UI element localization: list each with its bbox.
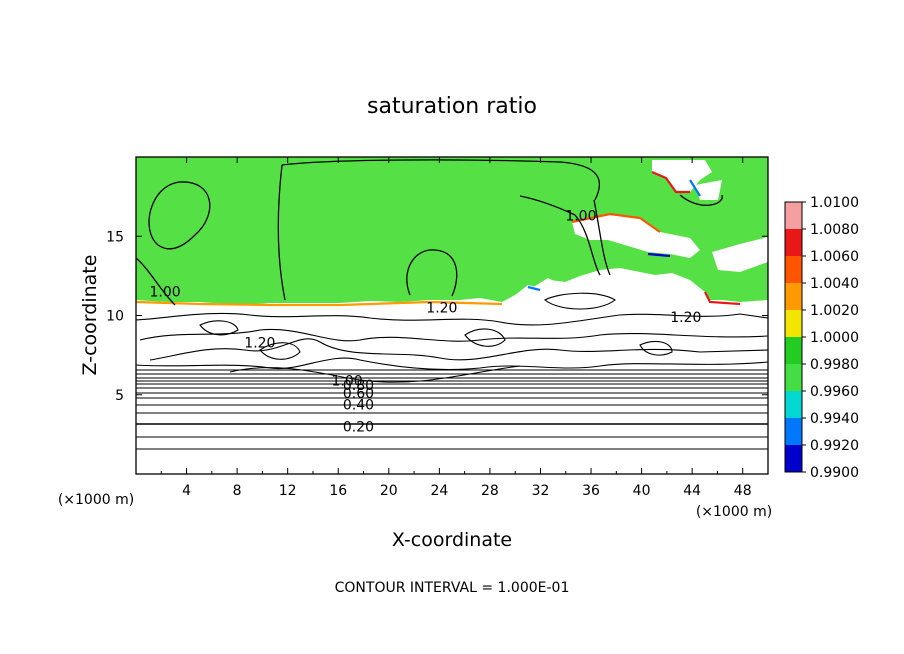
colorbar-swatch: [785, 445, 802, 472]
y-tick-label: 15: [106, 229, 124, 245]
contour-label: 1.20: [244, 335, 275, 351]
x-tick-label: 4: [182, 483, 191, 499]
colorbar-swatch: [785, 202, 802, 229]
contour-label: 1.00: [332, 373, 363, 389]
colorbar-swatch: [785, 364, 802, 391]
colorbar-swatch: [785, 283, 802, 310]
plot-area: 1.001.201.201.001.201.000.800.600.400.20: [136, 157, 768, 474]
x-tick-label: 36: [582, 483, 600, 499]
colorbar-swatch: [785, 391, 802, 418]
colorbar-swatch: [785, 337, 802, 364]
x-axis-unit-left: (×1000 m): [58, 492, 134, 508]
x-tick-label: 20: [380, 483, 398, 499]
contour-label: 0.80: [343, 378, 374, 394]
subsaturated-patch: [652, 160, 712, 192]
saturation-fringes: [136, 170, 741, 307]
x-tick-label: 28: [481, 483, 499, 499]
subsaturated-patch: [572, 214, 700, 258]
contour-label: 1.20: [670, 310, 701, 326]
x-tick-label: 40: [633, 483, 651, 499]
x-tick-label: 16: [329, 483, 347, 499]
contour-label: 1.20: [426, 301, 457, 317]
contour-dip: [229, 365, 521, 383]
contour-interval-note: CONTOUR INTERVAL = 1.000E-01: [335, 580, 570, 596]
x-axis-unit-right: (×1000 m): [696, 504, 772, 520]
colorbar-swatch: [785, 418, 802, 445]
y-tick-label: 10: [106, 309, 124, 325]
y-axis-label: Z-coordinate: [79, 255, 101, 376]
x-tick-label: 44: [683, 483, 701, 499]
subsaturated-patch: [695, 180, 722, 200]
saturated-region: [136, 157, 768, 305]
x-tick-label: 24: [430, 483, 448, 499]
colorbar-label: 1.0020: [810, 303, 859, 319]
colorbar-label: 0.9960: [810, 384, 859, 400]
x-tick-label: 12: [279, 483, 297, 499]
colorbar-label: 0.9940: [810, 411, 859, 427]
x-axis-ticks: 4 8 12 16 20 24 28 32 36 40 44 48: [160, 157, 752, 499]
horizontal-contours: [136, 369, 768, 450]
contour-label: 1.00: [565, 209, 596, 225]
contour-label: 0.60: [343, 386, 374, 402]
subsaturated-patch: [532, 278, 560, 304]
y-tick-label: 5: [115, 388, 124, 404]
subsaturated-patch: [712, 236, 768, 272]
contour-label: 1.00: [149, 285, 180, 301]
colorbar: 1.0100 1.0080 1.0060 1.0040 1.0020 1.0000 0.99…: [784, 195, 859, 481]
colorbar-swatch: [785, 229, 802, 256]
x-tick-label: 32: [532, 483, 550, 499]
colorbar-label: 1.0080: [810, 222, 859, 238]
x-tick-label: 48: [734, 483, 752, 499]
contour-labels: 1.001.201.201.001.201.000.800.600.400.20: [149, 209, 701, 436]
upper-contours: [136, 159, 723, 306]
colorbar-label: 0.9980: [810, 357, 859, 373]
colorbar-label: 1.0000: [810, 330, 859, 346]
colorbar-swatch: [785, 256, 802, 283]
chart-title: saturation ratio: [367, 94, 537, 119]
colorbar-label: 1.0040: [810, 276, 859, 292]
x-tick-label: 8: [233, 483, 242, 499]
colorbar-label: 0.9920: [810, 438, 859, 454]
lower-contours: [136, 292, 768, 371]
colorbar-label: 1.0060: [810, 249, 859, 265]
colorbar-label: 0.9900: [810, 465, 859, 481]
contour-label: 0.40: [343, 397, 374, 413]
contour-label: 0.20: [343, 419, 374, 435]
colorbar-label: 1.0100: [810, 195, 859, 211]
colorbar-swatch: [785, 310, 802, 337]
x-axis-label: X-coordinate: [392, 529, 512, 551]
y-axis-ticks: 5 10 15: [106, 229, 768, 404]
